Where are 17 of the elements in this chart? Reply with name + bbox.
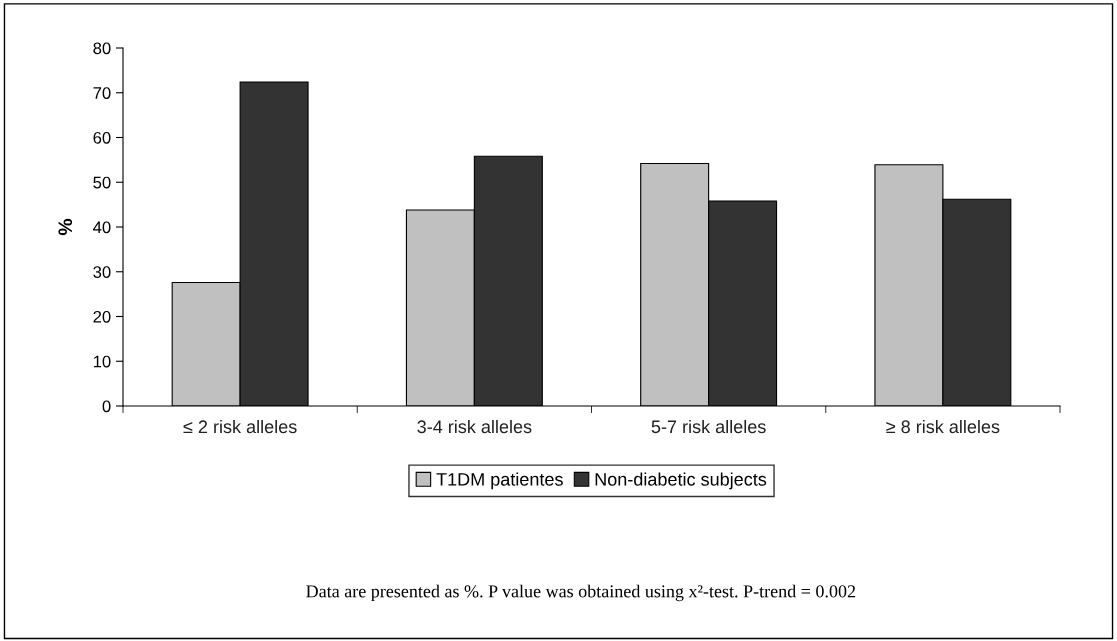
x-tick-label: ≤ 2 risk alleles [183, 419, 297, 434]
y-tick-label: 10 [93, 355, 111, 368]
y-tick-label: 0 [102, 400, 111, 413]
y-tick-label: 20 [93, 310, 111, 323]
x-tick-label: 5-7 risk alleles [651, 419, 766, 434]
legend-label: Non-diabetic subjects [595, 472, 767, 490]
text: Data are presented as %. P value was obtained using x²-test. P-trend = 0.002 [306, 584, 856, 602]
y-tick-label: 30 [93, 266, 111, 278]
y-tick-label: 70 [93, 87, 111, 99]
y-axis-title: % [58, 218, 73, 236]
legend-label: T1DM patientes [436, 472, 563, 490]
y-tick-label: 50 [93, 176, 111, 189]
y-tick-label: 80 [93, 42, 111, 55]
y-tick-label: 60 [93, 131, 111, 144]
x-tick-label: 3-4 risk alleles [417, 419, 532, 434]
y-tick-label: 40 [93, 221, 111, 234]
x-tick-label: ≥ 8 risk alleles [886, 419, 1000, 434]
